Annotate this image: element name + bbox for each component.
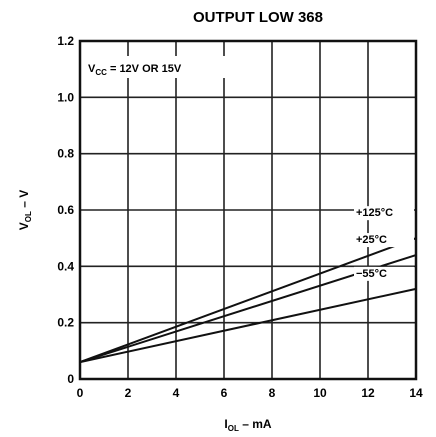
series-label: −55°C — [356, 268, 387, 280]
x-tick-label: 4 — [173, 386, 180, 400]
y-tick-label: 0.8 — [57, 147, 74, 161]
series-labels: +125°C +25°C −55°C — [354, 206, 414, 281]
x-tick-labels: 0 2 4 6 8 10 12 14 — [77, 386, 423, 400]
x-tick-label: 10 — [313, 386, 327, 400]
chart-title: OUTPUT LOW 368 — [193, 9, 323, 26]
series-label-background — [354, 206, 414, 221]
series-line — [79, 287, 417, 364]
plot-frame — [78, 39, 418, 381]
y-tick-label: 0.2 — [57, 316, 74, 330]
x-tick-label: 8 — [269, 386, 276, 400]
y-tick-labels: 0 0.2 0.4 0.6 0.8 1.0 1.2 — [57, 34, 74, 386]
y-tick-label: 0 — [67, 372, 74, 386]
y-tick-label: 1.2 — [57, 34, 74, 48]
series-label: +125°C — [356, 207, 393, 219]
y-tick-label: 1.0 — [57, 90, 74, 104]
x-tick-label: 12 — [361, 386, 375, 400]
series-label-background — [354, 233, 414, 248]
x-tick-label: 14 — [409, 386, 423, 400]
series-line — [79, 237, 417, 364]
x-axis-label: IOL – mA — [224, 417, 271, 433]
vcc-annotation: VCC = 12V OR 15V — [88, 63, 182, 77]
y-tick-label: 0.4 — [57, 259, 74, 273]
series-label: +25°C — [356, 234, 387, 246]
y-axis-label: VOL – V — [17, 190, 33, 230]
x-tick-label: 0 — [77, 386, 84, 400]
y-tick-label: 0.6 — [57, 203, 74, 217]
x-tick-label: 6 — [221, 386, 228, 400]
x-tick-label: 2 — [125, 386, 132, 400]
series-label-background — [354, 266, 414, 281]
series-lines — [79, 237, 417, 364]
annotation-background — [82, 56, 232, 78]
